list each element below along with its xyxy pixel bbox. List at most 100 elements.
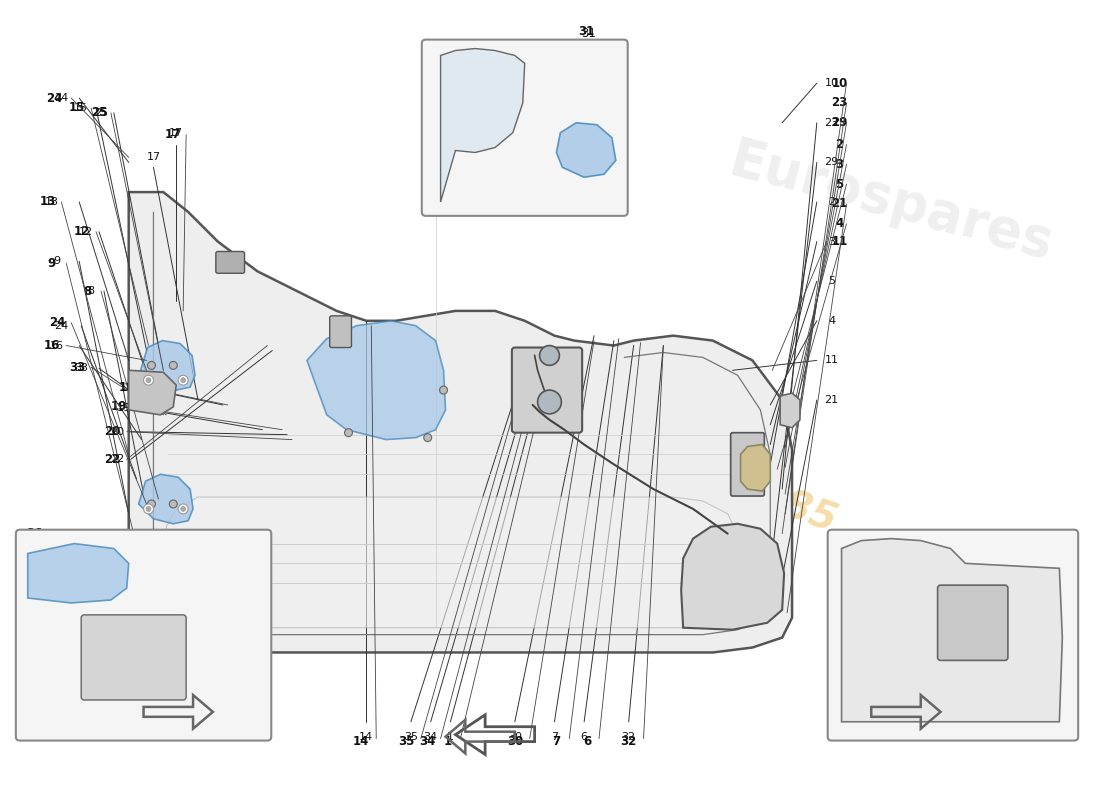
FancyBboxPatch shape	[512, 347, 582, 433]
Text: passion for cars since 1985: passion for cars since 1985	[267, 300, 842, 540]
Text: 17: 17	[165, 128, 182, 141]
Text: 11: 11	[832, 235, 848, 248]
Text: 27: 27	[1064, 538, 1078, 549]
Circle shape	[144, 504, 154, 514]
Text: 5: 5	[836, 178, 844, 190]
Text: 1: 1	[443, 735, 452, 748]
Circle shape	[169, 500, 177, 508]
Text: 2: 2	[828, 197, 835, 207]
Polygon shape	[166, 497, 738, 628]
Text: 3: 3	[836, 158, 844, 171]
FancyBboxPatch shape	[15, 530, 272, 741]
Circle shape	[440, 386, 448, 394]
Text: 4: 4	[828, 316, 835, 326]
Text: 17: 17	[146, 153, 161, 162]
Text: 9: 9	[47, 257, 56, 270]
Text: 30: 30	[507, 735, 522, 748]
Text: 36: 36	[31, 532, 45, 542]
FancyBboxPatch shape	[937, 585, 1008, 660]
Circle shape	[178, 504, 188, 514]
Polygon shape	[557, 122, 616, 178]
Circle shape	[129, 530, 144, 546]
Circle shape	[146, 378, 151, 382]
Text: 7: 7	[552, 735, 561, 748]
Polygon shape	[28, 543, 129, 603]
Text: 16: 16	[43, 339, 59, 352]
Polygon shape	[139, 474, 194, 524]
Polygon shape	[842, 538, 1063, 722]
Circle shape	[147, 362, 155, 370]
Text: 21: 21	[832, 198, 848, 210]
Text: 20: 20	[103, 425, 120, 438]
Text: 10: 10	[832, 77, 848, 90]
FancyBboxPatch shape	[827, 530, 1078, 741]
Text: 35: 35	[404, 732, 418, 742]
Text: 24: 24	[50, 316, 66, 330]
Text: 27: 27	[1064, 598, 1078, 608]
Circle shape	[144, 375, 154, 385]
Text: 34: 34	[424, 732, 438, 742]
Text: 26: 26	[1064, 558, 1078, 568]
Text: 27: 27	[1063, 534, 1079, 547]
Text: 36: 36	[26, 527, 43, 540]
Text: Eurospares: Eurospares	[724, 134, 1058, 270]
Circle shape	[180, 378, 186, 382]
Text: 33: 33	[74, 363, 88, 374]
Text: 18: 18	[119, 381, 135, 394]
Text: 35: 35	[398, 735, 414, 748]
Text: 14: 14	[353, 735, 370, 748]
Text: 29: 29	[832, 116, 848, 130]
Polygon shape	[129, 370, 176, 415]
Text: 24: 24	[46, 91, 63, 105]
FancyBboxPatch shape	[216, 251, 244, 274]
Circle shape	[146, 506, 151, 511]
Text: 37: 37	[26, 706, 43, 718]
Circle shape	[147, 500, 155, 508]
Text: 6: 6	[581, 732, 587, 742]
Circle shape	[169, 362, 177, 370]
Circle shape	[538, 390, 561, 414]
Text: 11: 11	[825, 355, 838, 366]
Text: 22: 22	[110, 454, 124, 465]
Polygon shape	[307, 321, 446, 440]
Text: 10: 10	[825, 78, 838, 88]
Text: 24: 24	[54, 93, 68, 103]
Text: 19: 19	[117, 403, 131, 413]
Circle shape	[540, 346, 560, 366]
FancyBboxPatch shape	[730, 433, 764, 496]
Text: 32: 32	[620, 735, 637, 748]
Polygon shape	[681, 524, 784, 630]
Text: 18: 18	[123, 383, 138, 393]
Text: 14: 14	[360, 732, 373, 742]
Circle shape	[180, 506, 186, 511]
Text: 29: 29	[825, 158, 839, 167]
FancyBboxPatch shape	[81, 615, 186, 700]
Circle shape	[344, 429, 352, 437]
Text: 21: 21	[825, 395, 838, 405]
Polygon shape	[141, 341, 195, 390]
Text: 12: 12	[79, 226, 94, 237]
Text: 28: 28	[1063, 574, 1079, 586]
FancyBboxPatch shape	[421, 40, 628, 216]
Polygon shape	[780, 393, 800, 428]
Text: 16: 16	[50, 341, 64, 350]
Text: 15: 15	[69, 102, 86, 114]
Text: 15: 15	[74, 103, 88, 113]
Text: 8: 8	[82, 285, 91, 298]
Text: 17: 17	[169, 128, 184, 138]
Text: 13: 13	[40, 195, 56, 209]
Text: 24: 24	[54, 321, 68, 330]
Polygon shape	[129, 192, 792, 653]
Text: 7: 7	[551, 732, 558, 742]
Text: 34: 34	[419, 735, 436, 748]
Text: 23: 23	[825, 118, 838, 128]
Text: 31: 31	[578, 25, 594, 38]
Text: 8: 8	[88, 286, 95, 296]
Text: 4: 4	[836, 218, 844, 230]
Text: 31: 31	[582, 27, 596, 40]
Polygon shape	[441, 49, 525, 202]
Text: 19: 19	[111, 401, 126, 414]
Text: 25: 25	[91, 106, 107, 119]
Text: 30: 30	[508, 732, 521, 742]
Text: 5: 5	[828, 276, 835, 286]
